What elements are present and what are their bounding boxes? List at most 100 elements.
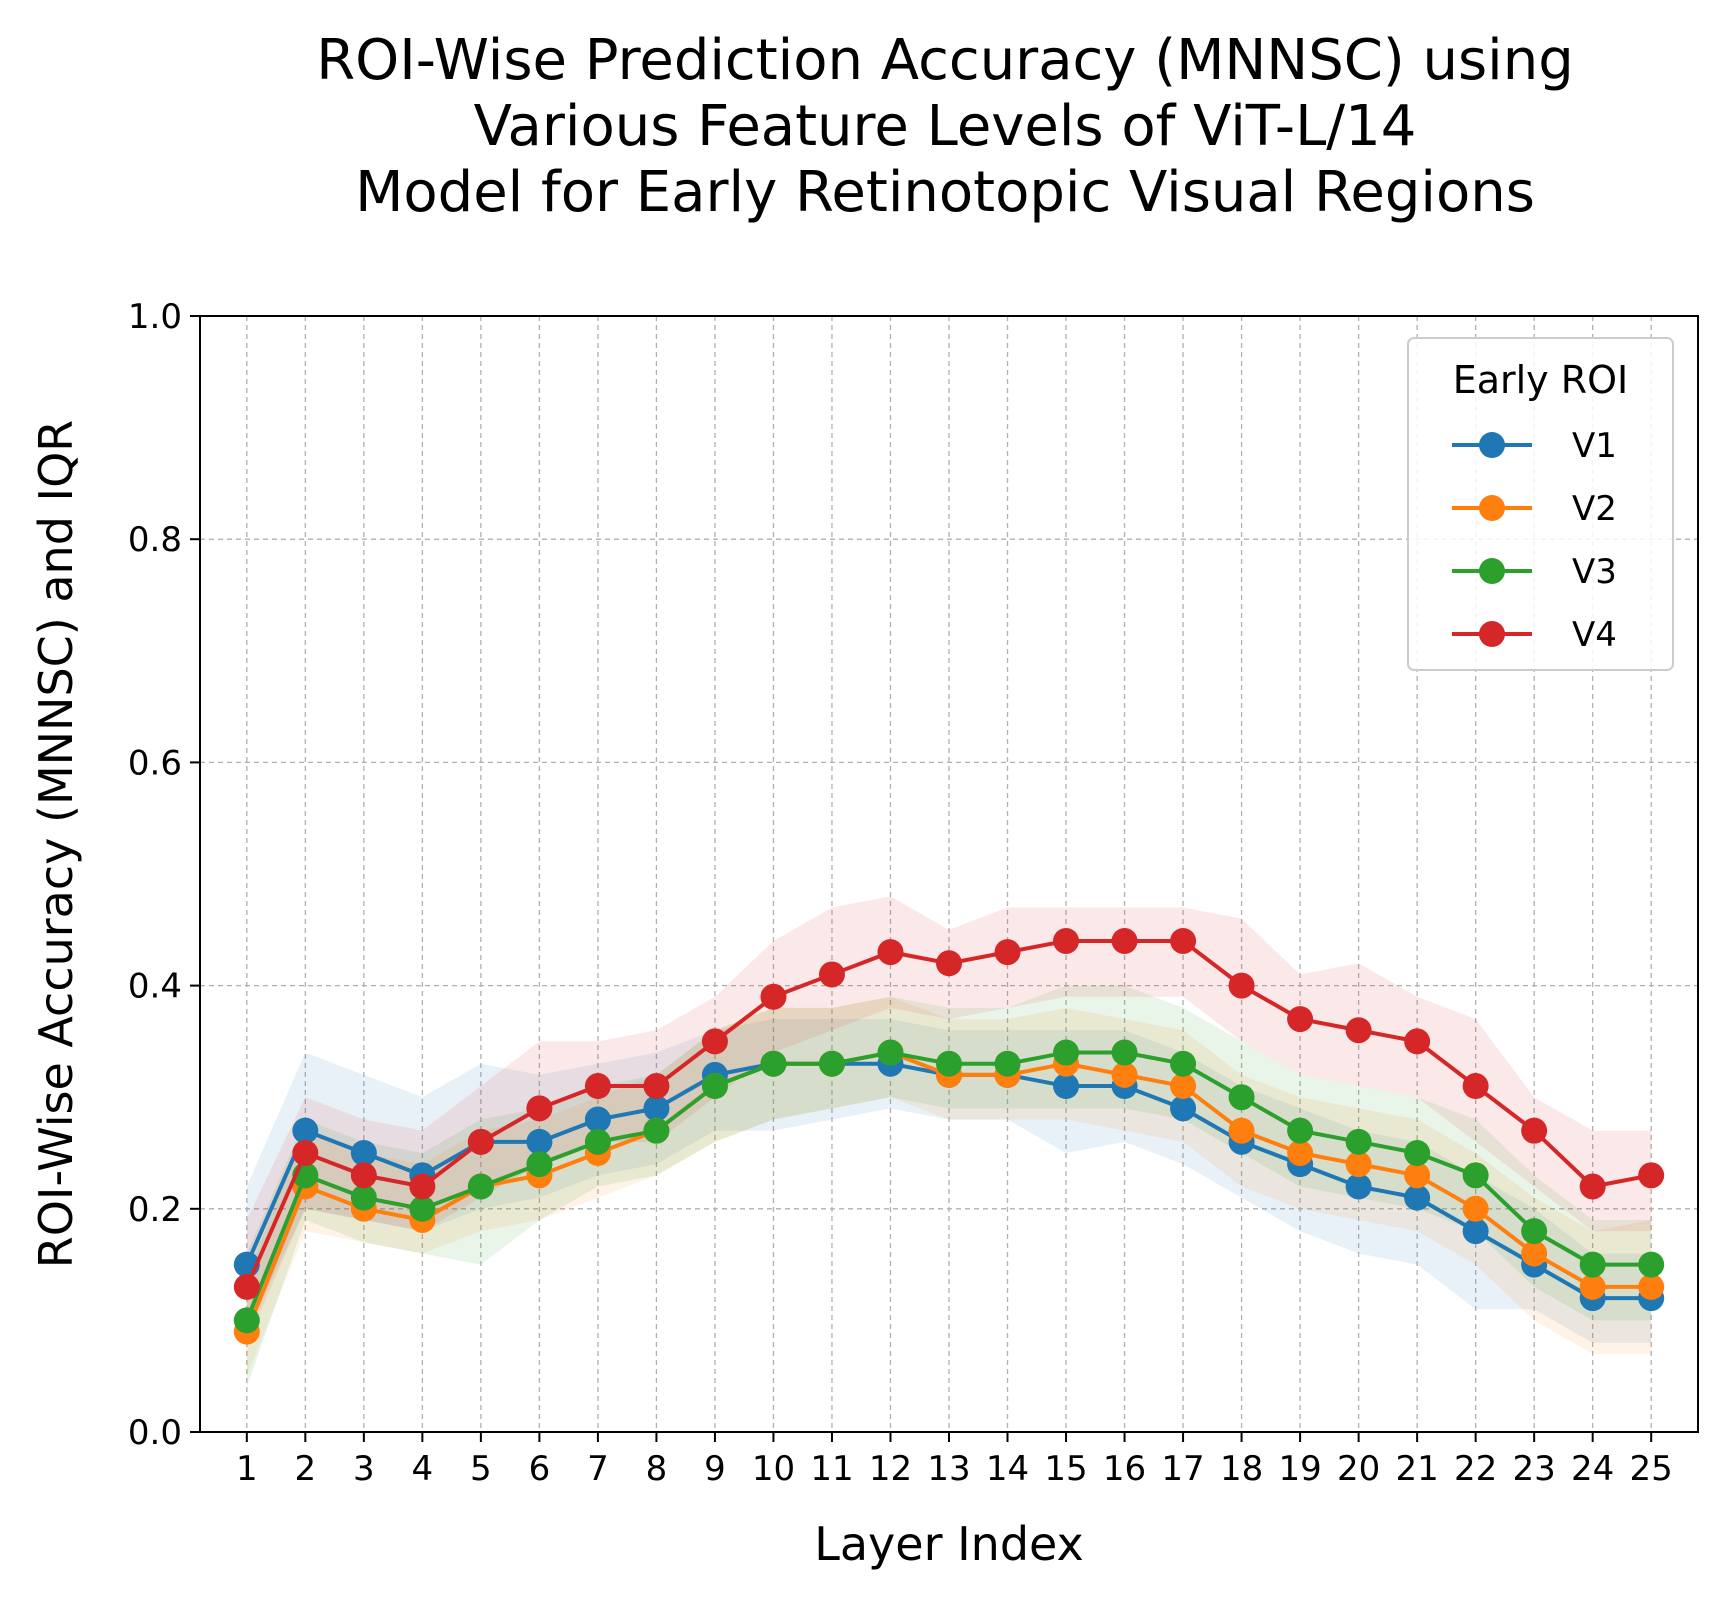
data-point-v3 bbox=[994, 1050, 1021, 1077]
data-point-v4 bbox=[760, 983, 787, 1010]
data-point-v2 bbox=[1228, 1117, 1255, 1144]
legend-marker bbox=[1479, 621, 1505, 647]
x-tick-label: 5 bbox=[470, 1449, 492, 1489]
data-point-v3 bbox=[936, 1050, 962, 1077]
data-point-v1 bbox=[1170, 1095, 1197, 1122]
data-point-v4 bbox=[994, 939, 1021, 966]
x-tick-label: 13 bbox=[927, 1449, 970, 1489]
x-tick-label: 7 bbox=[587, 1449, 609, 1489]
x-tick-label: 4 bbox=[412, 1449, 434, 1489]
y-tick-label: 0.0 bbox=[128, 1413, 182, 1453]
axes: 1 2 3 4 5 6 7 8 9 10 11 12 13 14 15 16 17 18 19 20 21 22 23 24 2… bbox=[128, 297, 1673, 1489]
data-point-v3 bbox=[760, 1050, 787, 1077]
data-point-v2 bbox=[1579, 1273, 1606, 1300]
y-axis-label: ROI-Wise Accuracy (MNNSC) and IQR bbox=[29, 420, 83, 1268]
data-point-v3 bbox=[1404, 1140, 1431, 1166]
data-point-v4 bbox=[1345, 1017, 1372, 1044]
data-point-v1 bbox=[1053, 1073, 1080, 1100]
data-point-v2 bbox=[1404, 1162, 1431, 1189]
y-tick-label: 0.8 bbox=[128, 520, 182, 560]
data-point-v4 bbox=[877, 939, 904, 966]
x-tick-label: 12 bbox=[869, 1449, 912, 1489]
data-point-v1 bbox=[584, 1106, 611, 1133]
data-point-v4 bbox=[292, 1140, 319, 1166]
legend-label: V3 bbox=[1572, 552, 1617, 592]
x-tick-label: 22 bbox=[1454, 1449, 1497, 1489]
data-point-v3 bbox=[1287, 1117, 1314, 1144]
data-point-v3 bbox=[1228, 1084, 1255, 1111]
y-tick-label: 0.6 bbox=[128, 743, 182, 783]
data-point-v4 bbox=[1228, 972, 1255, 999]
data-point-v2 bbox=[1111, 1061, 1138, 1088]
y-tick-label: 0.2 bbox=[128, 1190, 182, 1230]
data-point-v4 bbox=[467, 1128, 494, 1155]
data-point-v1 bbox=[1462, 1218, 1489, 1245]
x-tick-label: 21 bbox=[1395, 1449, 1438, 1489]
x-tick-label: 3 bbox=[353, 1449, 375, 1489]
x-tick-label: 19 bbox=[1278, 1449, 1321, 1489]
legend-title: Early ROI bbox=[1453, 358, 1629, 402]
data-point-v3 bbox=[643, 1117, 670, 1144]
data-point-v3 bbox=[1638, 1251, 1665, 1278]
x-tick-label: 8 bbox=[646, 1449, 668, 1489]
data-point-v4 bbox=[701, 1028, 728, 1055]
data-point-v3 bbox=[1111, 1039, 1138, 1066]
data-point-v3 bbox=[350, 1184, 377, 1211]
data-point-v4 bbox=[1638, 1162, 1665, 1189]
data-point-v3 bbox=[526, 1151, 553, 1178]
data-point-v4 bbox=[526, 1095, 553, 1122]
x-tick-label: 24 bbox=[1571, 1449, 1614, 1489]
legend-item-v2: V2 bbox=[1452, 489, 1617, 529]
data-point-v4 bbox=[1404, 1028, 1431, 1055]
data-point-v3 bbox=[701, 1073, 728, 1100]
data-point-v1 bbox=[643, 1095, 670, 1122]
data-point-v4 bbox=[584, 1073, 611, 1100]
data-point-v4 bbox=[409, 1173, 436, 1200]
data-point-v4 bbox=[1287, 1006, 1314, 1033]
data-point-v4 bbox=[1462, 1073, 1489, 1100]
x-tick-label: 16 bbox=[1103, 1449, 1146, 1489]
legend-item-v3: V3 bbox=[1452, 552, 1617, 592]
x-tick-label: 6 bbox=[529, 1449, 551, 1489]
data-point-v1 bbox=[350, 1140, 377, 1166]
data-point-v2 bbox=[1638, 1273, 1665, 1300]
data-point-v4 bbox=[818, 961, 845, 988]
data-point-v4 bbox=[936, 950, 962, 977]
data-point-v3 bbox=[584, 1128, 611, 1155]
legend-marker bbox=[1479, 495, 1505, 521]
data-point-v1 bbox=[1345, 1173, 1372, 1200]
data-point-v3 bbox=[877, 1039, 904, 1066]
x-tick-label: 11 bbox=[810, 1449, 853, 1489]
x-tick-label: 1 bbox=[236, 1449, 258, 1489]
data-point-v3 bbox=[233, 1307, 260, 1334]
data-point-v3 bbox=[1462, 1162, 1489, 1189]
legend: Early ROI V1 V2 V3 V4 bbox=[1407, 337, 1674, 671]
x-tick-label: 23 bbox=[1513, 1449, 1556, 1489]
x-tick-label: 10 bbox=[752, 1449, 795, 1489]
legend-box bbox=[1407, 337, 1674, 671]
data-point-v1 bbox=[526, 1128, 553, 1155]
legend-marker bbox=[1479, 558, 1505, 584]
x-tick-label: 18 bbox=[1220, 1449, 1263, 1489]
data-point-v4 bbox=[350, 1162, 377, 1189]
data-point-v3 bbox=[409, 1195, 436, 1222]
data-point-v4 bbox=[233, 1273, 260, 1300]
x-axis-label: Layer Index bbox=[814, 1517, 1084, 1571]
y-tick-label: 0.4 bbox=[128, 967, 182, 1007]
data-point-v1 bbox=[292, 1117, 319, 1144]
data-point-v2 bbox=[1521, 1240, 1548, 1267]
data-point-v3 bbox=[467, 1173, 494, 1200]
legend-item-v1: V1 bbox=[1452, 426, 1617, 466]
data-point-v2 bbox=[1170, 1073, 1197, 1100]
data-point-v2 bbox=[1462, 1195, 1489, 1222]
chart-title: ROI-Wise Prediction Accuracy (MNNSC) usi… bbox=[316, 28, 1574, 225]
series-v3 bbox=[233, 1039, 1665, 1334]
legend-item-v4: V4 bbox=[1452, 615, 1617, 655]
x-tick-label: 17 bbox=[1161, 1449, 1204, 1489]
y-tick-label: 1.0 bbox=[128, 297, 182, 337]
data-point-v3 bbox=[1521, 1218, 1548, 1245]
data-point-v3 bbox=[818, 1050, 845, 1077]
x-tick-label: 15 bbox=[1044, 1449, 1087, 1489]
x-tick-label: 2 bbox=[295, 1449, 317, 1489]
